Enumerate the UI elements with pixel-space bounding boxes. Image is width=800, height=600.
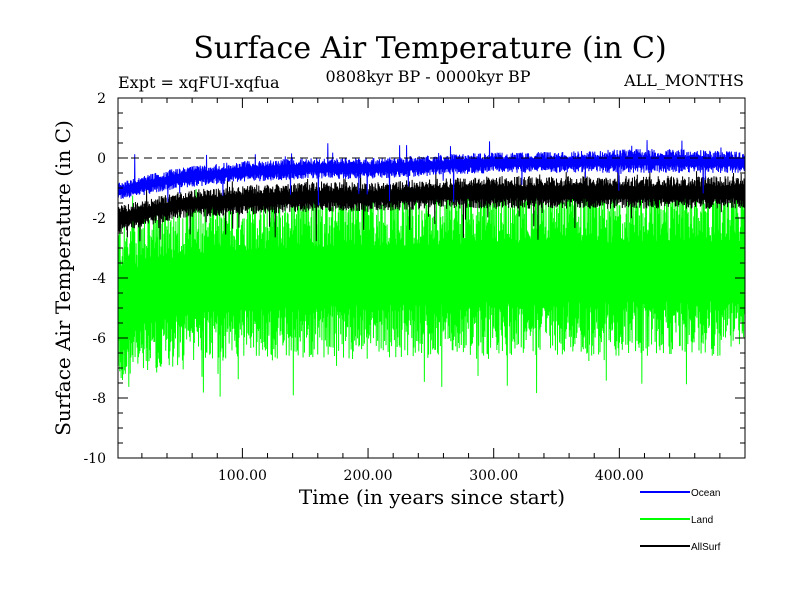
y-tick-label: -2 xyxy=(92,211,106,227)
legend-label-ocean: Ocean xyxy=(691,488,720,499)
ticks-layer: 100.00 200.00 300.00 400.00 2 0 -2 -4 -6 -8 -10 xyxy=(83,91,745,484)
x-tick-label: 400.00 xyxy=(595,468,644,484)
y-tick-label: -6 xyxy=(92,331,106,347)
x-tick-label: 100.00 xyxy=(218,468,267,484)
y-tick-label: 2 xyxy=(97,91,106,107)
y-tick-label: -10 xyxy=(83,451,106,467)
period-label: 0808kyr BP - 0000kyr BP xyxy=(326,67,531,86)
y-axis-label: Surface Air Temperature (in C) xyxy=(51,120,75,436)
experiment-label: Expt = xqFUI-xqfua xyxy=(118,73,280,92)
x-axis-label: Time (in years since start) xyxy=(299,485,565,509)
x-tick-label: 300.00 xyxy=(469,468,518,484)
y-tick-label: -4 xyxy=(92,271,106,287)
y-tick-label: 0 xyxy=(97,151,106,167)
series-line-ocean xyxy=(117,140,746,206)
legend-label-land: Land xyxy=(691,515,713,526)
y-tick-label: -8 xyxy=(92,391,106,407)
chart-title: Surface Air Temperature (in C) xyxy=(193,31,666,66)
series-line-land xyxy=(117,185,746,397)
x-tick-label: 200.00 xyxy=(344,468,393,484)
legend: Ocean Land AllSurf xyxy=(640,488,721,553)
legend-label-allsurf: AllSurf xyxy=(691,542,721,553)
series-line-allsurf xyxy=(117,171,746,242)
months-label: ALL_MONTHS xyxy=(623,71,744,90)
data-layer xyxy=(117,140,746,397)
